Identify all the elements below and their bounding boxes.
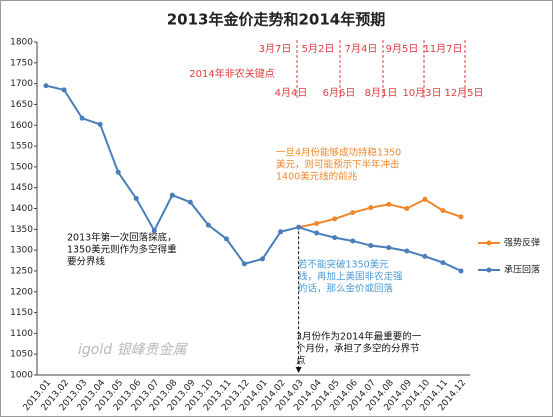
y-tick-label: 1600 (10, 121, 33, 131)
data-point (314, 220, 320, 226)
data-point (350, 210, 356, 216)
key-date: 7月4日 (345, 43, 378, 55)
data-point (458, 214, 464, 220)
series-line (45, 84, 462, 272)
data-point (61, 87, 67, 93)
data-point (187, 199, 193, 205)
data-point (386, 201, 392, 207)
annotation-fall: 若不能突破1350美元 (298, 259, 389, 271)
data-point (404, 206, 410, 211)
annotation-march: 个月份，承担了多空的分界节 (296, 343, 420, 355)
y-tick-label: 1350 (10, 225, 33, 235)
data-point (241, 261, 247, 267)
data-point (278, 229, 284, 235)
y-tick-label: 1450 (10, 183, 33, 193)
data-point (350, 238, 356, 244)
key-dates-label: 2014年非农关键点 (189, 67, 274, 80)
data-point (368, 243, 374, 249)
data-point (97, 121, 103, 127)
key-date: 6月6日 (323, 87, 356, 99)
legend-label: 强势反弹 (504, 237, 540, 249)
y-tick-label: 1550 (10, 142, 33, 152)
key-date: 9月5日 (386, 43, 419, 55)
annotation-march: 3月份作为2014年最重要的一 (296, 331, 422, 343)
y-tick-label: 1250 (10, 266, 33, 276)
data-point (133, 196, 139, 202)
legend-marker (486, 240, 492, 246)
y-tick-label: 1050 (10, 350, 33, 360)
data-point (440, 260, 446, 266)
annotation-rebound: 美元，则可能预示下半年冲击 (276, 159, 400, 171)
series-line (298, 198, 462, 229)
annotation-march: 点 (296, 356, 306, 367)
annotation-rebound: 1400美元线的前兆 (276, 171, 358, 183)
y-tick-label: 1300 (10, 246, 33, 256)
data-point (43, 83, 49, 89)
data-point (332, 235, 338, 241)
y-tick-label: 1700 (10, 79, 33, 89)
data-point (223, 236, 229, 242)
y-tick-label: 1500 (10, 162, 33, 172)
y-tick-label: 1100 (10, 329, 33, 339)
key-date: 10月3日 (402, 87, 441, 99)
key-date: 4月4日 (275, 87, 308, 99)
key-date: 11月7日 (423, 43, 462, 55)
y-tick-label: 1200 (10, 287, 33, 297)
annotation-rebound: 一旦4月份能够成功持稳1350 (276, 147, 401, 159)
data-point (440, 208, 446, 214)
data-point (296, 224, 302, 230)
data-point (115, 169, 121, 175)
annotation-fall: 线，再加上美国非农走强 (298, 271, 403, 283)
y-tick-label: 1400 (10, 204, 33, 214)
y-tick-label: 1000 (10, 371, 33, 381)
data-point (386, 245, 392, 251)
data-point (314, 230, 320, 236)
key-date: 12月5日 (444, 87, 483, 99)
data-point (368, 205, 374, 211)
legend-label: 承压回落 (504, 264, 540, 276)
data-point (205, 222, 211, 228)
data-point (169, 192, 175, 198)
data-point (79, 115, 85, 121)
annotation-2013: 1350美元则作为多空得重 (67, 244, 177, 256)
data-point (422, 196, 428, 202)
y-tick-label: 1800 (10, 38, 33, 48)
data-point (260, 256, 266, 262)
y-tick-label: 1750 (10, 58, 33, 68)
annotation-fall: 的话，那么金价或回落 (298, 283, 394, 295)
y-tick-label: 1650 (10, 100, 33, 110)
key-date: 8月1日 (365, 87, 398, 99)
data-point (151, 228, 157, 234)
march-arrowhead (295, 367, 302, 373)
legend-marker (486, 267, 492, 273)
chart-title: 2013年金价走势和2014年预期 (167, 11, 386, 29)
key-date: 5月2日 (302, 43, 335, 55)
y-tick-label: 1150 (10, 308, 33, 318)
annotation-2013: 2013年第一次回落探底， (67, 232, 177, 244)
annotation-2013: 要分界线 (67, 256, 106, 268)
watermark: igold 银峰贵金属 (78, 342, 189, 358)
key-date: 3月7日 (259, 43, 292, 55)
data-point (332, 216, 338, 222)
data-point (458, 268, 464, 274)
data-point (404, 248, 410, 254)
data-point (422, 253, 428, 259)
